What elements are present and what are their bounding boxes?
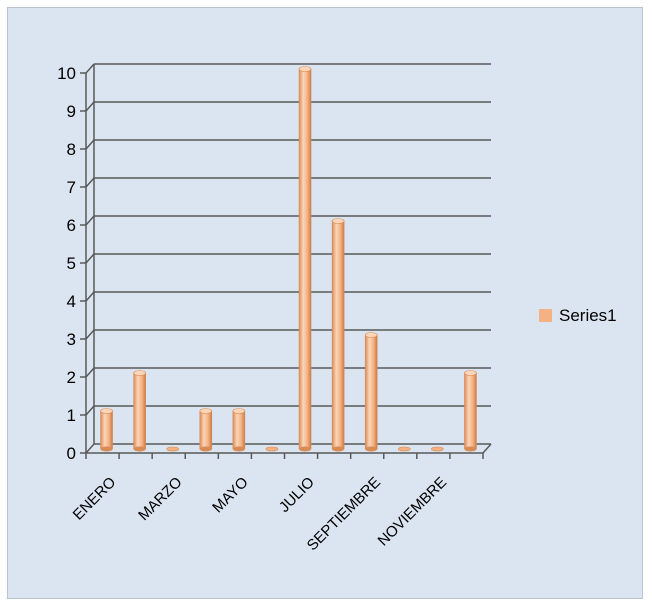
bar-abril: [199, 408, 213, 452]
y-tick-label: 6: [67, 216, 76, 235]
y-tick-label: 8: [67, 140, 76, 159]
bar-agosto: [331, 218, 345, 452]
bar-julio: [298, 66, 312, 452]
x-tick-label: ENERO: [70, 474, 120, 524]
bar-base: [199, 446, 212, 452]
bar-top: [100, 408, 113, 414]
bar-top: [331, 218, 345, 224]
gridline-edge: [85, 253, 95, 264]
gridline-edge: [85, 101, 95, 112]
gridline-edge: [85, 329, 95, 340]
bar-body: [464, 372, 477, 450]
gridline-edge: [85, 443, 95, 454]
y-tick-label: 1: [67, 406, 76, 425]
x-axis-edge: [482, 443, 492, 454]
bar-body: [133, 372, 146, 450]
bar-base: [464, 446, 477, 452]
x-tick-label: JULIO: [276, 474, 318, 516]
y-tick-label: 5: [67, 254, 76, 273]
bar-zero: [166, 446, 180, 452]
bar-zero: [265, 446, 279, 452]
x-tick-label: MARZO: [135, 474, 185, 524]
chart-area: 0 1 2 3 4 5 6 7 8 9 10 ENERO MARZO MAYO JULIO SEPTIEMB…: [7, 7, 643, 599]
bar-base: [133, 446, 146, 452]
bar-body: [298, 68, 312, 450]
legend-label-series1: Series1: [559, 306, 617, 325]
gridline-edge: [85, 367, 95, 378]
bar-body: [232, 410, 246, 450]
bar-diciembre: [464, 370, 477, 452]
bar-top: [232, 408, 246, 414]
bar-base: [232, 446, 245, 452]
bar-top: [464, 370, 477, 376]
legend: Series1: [539, 306, 617, 325]
gridline-edge: [85, 139, 95, 150]
y-tick-label: 9: [67, 102, 76, 121]
gridlines: [85, 63, 491, 454]
bar-noviembre: [431, 446, 444, 452]
bar-top: [199, 408, 213, 414]
bar-base: [365, 446, 378, 452]
bar-top: [133, 370, 146, 376]
y-tick-label: 10: [57, 64, 76, 83]
bar-base: [332, 446, 345, 452]
bar-base: [100, 446, 113, 452]
bar-zero: [397, 446, 411, 452]
bar-enero: [100, 408, 113, 452]
gridline-edge: [85, 291, 95, 302]
bar-body: [100, 410, 113, 450]
bar-body: [331, 220, 345, 450]
x-tick-label: MAYO: [209, 474, 251, 516]
bar-mayo: [232, 408, 246, 452]
bar-febrero: [133, 370, 146, 452]
gridline-edge: [85, 63, 95, 74]
bar-base: [299, 446, 312, 452]
y-tick-label: 0: [67, 444, 76, 463]
gridline-edge: [85, 405, 95, 416]
y-tick-label: 3: [67, 330, 76, 349]
gridline-edge: [85, 177, 95, 188]
legend-swatch: [539, 309, 552, 322]
y-tick-label: 2: [67, 368, 76, 387]
bar-top: [298, 66, 312, 72]
bar-zero: [431, 446, 444, 452]
bar-body: [199, 410, 213, 450]
bar-top: [364, 332, 378, 338]
bars: [100, 66, 477, 452]
bar-body: [364, 334, 378, 450]
x-tick-label: NOVIEMBRE: [375, 474, 451, 550]
bar-junio: [265, 446, 279, 452]
bar-octubre: [397, 446, 411, 452]
y-tick-label: 7: [67, 178, 76, 197]
bar-septiembre: [364, 332, 378, 452]
y-tick-labels: 0 1 2 3 4 5 6 7 8 9 10: [57, 64, 76, 463]
y-tick-label: 4: [67, 292, 76, 311]
bar-marzo: [166, 446, 180, 452]
axes: [80, 64, 492, 459]
gridline-edge: [85, 215, 95, 226]
